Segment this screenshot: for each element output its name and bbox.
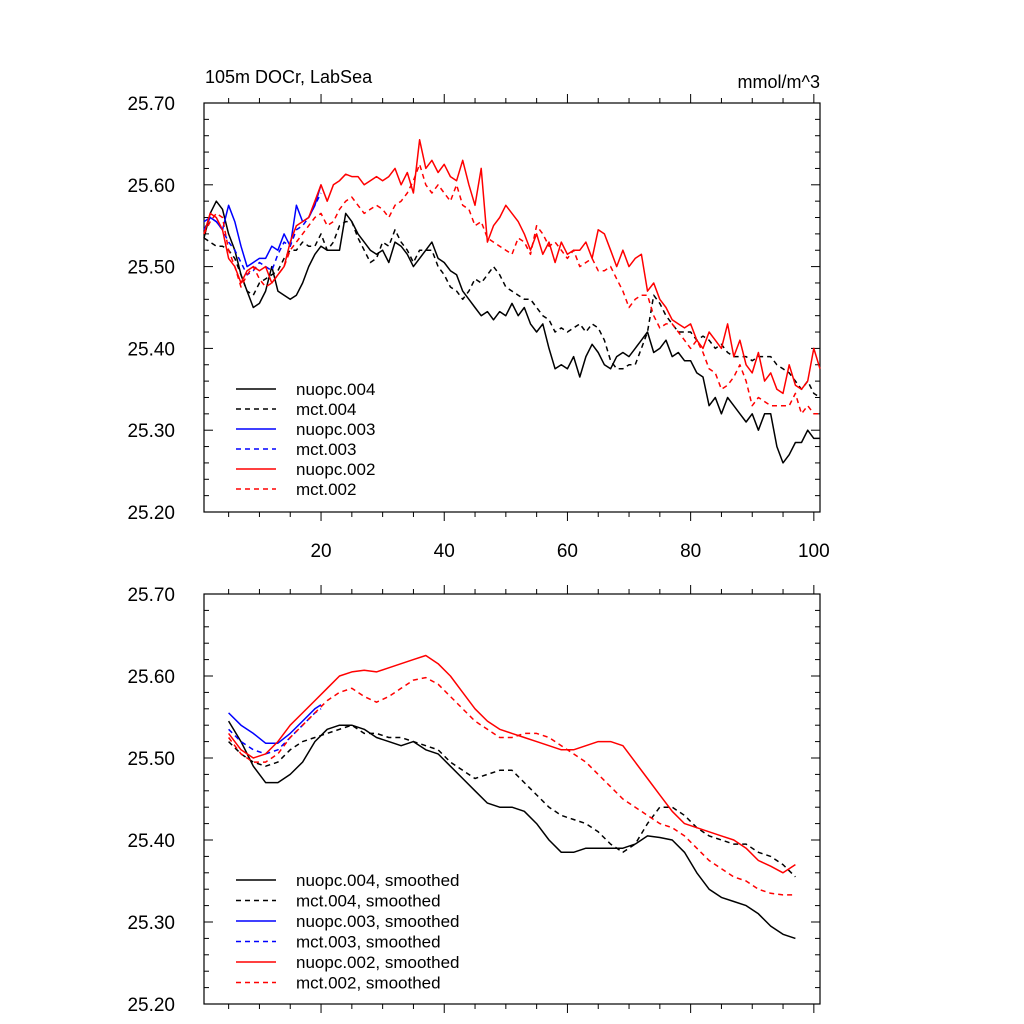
series-line-mct-003-smoothed: [228, 708, 322, 755]
top-panel: 25.20 25.30 25.40 25.50 25.60 25.70 20 40 60 80 10…: [127, 94, 830, 562]
legend-label: nuopc.004: [296, 380, 375, 399]
x-tick-label: 80: [680, 541, 701, 562]
y-tick-label: 25.60: [127, 667, 175, 688]
series-line-nuopc-003: [203, 184, 322, 268]
legend-label: mct.003: [296, 440, 356, 459]
series-line-nuopc-002-smoothed: [228, 654, 796, 874]
series-line-mct-002: [203, 163, 820, 415]
y-tick-label: 25.50: [127, 258, 175, 279]
legend-label: mct.004, smoothed: [296, 892, 441, 911]
x-tick-label: 40: [434, 541, 455, 562]
y-tick-label: 25.50: [127, 749, 175, 770]
y-tick-label: 25.20: [127, 995, 175, 1016]
legend-label: mct.004: [296, 400, 356, 419]
plot-frame: [203, 593, 821, 1005]
y-tick-label: 25.40: [127, 339, 175, 360]
series-line-nuopc-004-smoothed: [227, 720, 796, 940]
y-tick-label: 25.60: [127, 176, 175, 197]
y-tick-label: 25.30: [127, 421, 175, 442]
y-tick-label: 25.70: [127, 94, 175, 115]
y-tick-label: 25.40: [127, 831, 175, 852]
legend-label: mct.003, smoothed: [296, 933, 441, 952]
x-tick-label: 20: [310, 541, 331, 562]
legend-label: nuopc.003: [296, 420, 375, 439]
plot-frame: [203, 102, 821, 513]
series-line-mct-004: [203, 220, 821, 399]
units-label: mmol/m^3: [738, 72, 820, 92]
y-tick-label: 25.70: [127, 585, 175, 606]
series-line-nuopc-004: [203, 200, 820, 464]
legend-label: nuopc.004, smoothed: [296, 871, 460, 890]
bottom-panel: 25.20 25.30 25.40 25.50 25.60 25.70 nuopc.004,…: [127, 585, 821, 1016]
series-line-nuopc-002: [203, 139, 821, 395]
series-line-mct-004-smoothed: [228, 724, 796, 878]
legend-label: nuopc.002, smoothed: [296, 953, 460, 972]
series-line-mct-002-smoothed: [228, 676, 796, 896]
series-line-nuopc-003-smoothed: [228, 704, 322, 744]
legend-label: nuopc.003, smoothed: [296, 912, 460, 931]
x-tick-label: 60: [557, 541, 578, 562]
x-tick-label: 100: [798, 541, 830, 562]
y-tick-label: 25.20: [127, 503, 175, 524]
chart-title: 105m DOCr, LabSea: [205, 67, 373, 87]
legend-label: mct.002, smoothed: [296, 974, 441, 993]
y-tick-label: 25.30: [127, 913, 175, 934]
legend-label: mct.002: [296, 480, 356, 499]
legend-label: nuopc.002: [296, 460, 375, 479]
